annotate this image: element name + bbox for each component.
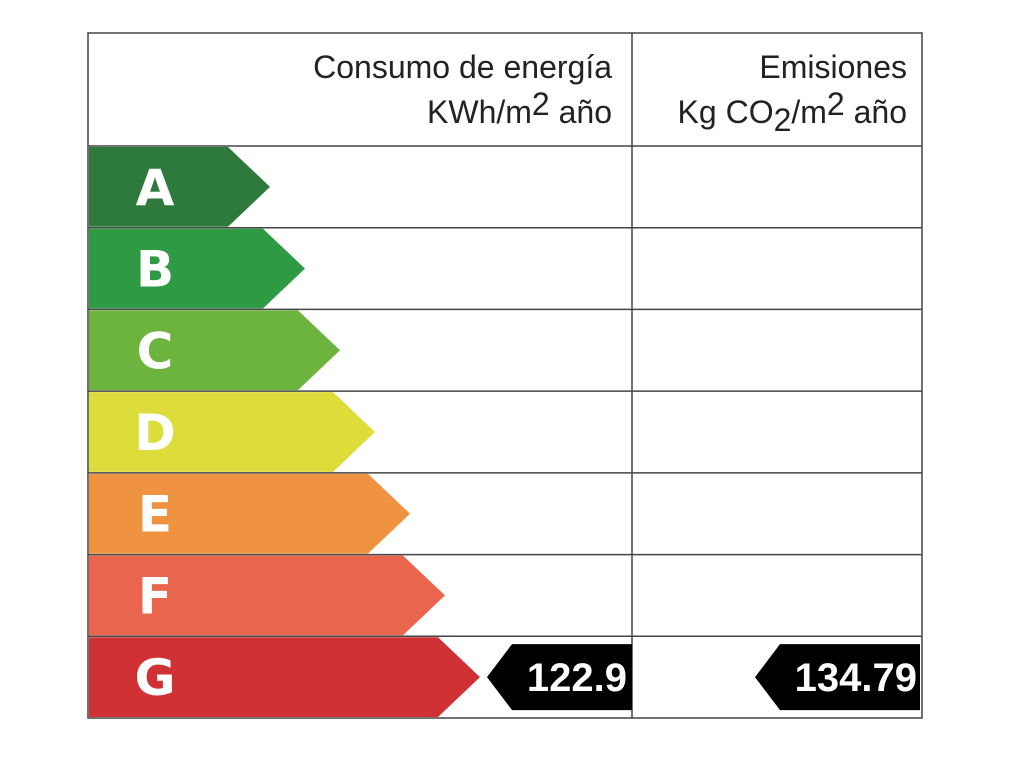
class-letter: F [138, 567, 172, 625]
class-arrow [89, 228, 305, 309]
rating-pointer [755, 644, 920, 711]
class-letter: G [134, 649, 175, 707]
table-border [87, 32, 923, 719]
class-letter: E [138, 486, 172, 544]
class-arrow [89, 637, 480, 717]
class-arrow [89, 147, 270, 227]
unit-part: 2 [774, 102, 792, 138]
class-arrow [89, 392, 375, 472]
unit-part: 2 [532, 86, 550, 122]
class-letter: D [134, 404, 176, 462]
unit-part: /m [791, 94, 827, 130]
class-letter: C [137, 322, 174, 380]
rating-pointer [487, 644, 632, 711]
class-arrow [89, 555, 445, 636]
emissions-title: Emisiones [759, 49, 907, 85]
unit-part: Kg CO [678, 94, 774, 130]
class-arrow [89, 310, 340, 391]
consumption-title: Consumo de energía [313, 49, 612, 85]
emissions-value: 134.79 [795, 656, 917, 700]
emissions-unit: Kg CO2/m2 año [678, 86, 907, 138]
consumption-unit: KWh/m2 año [427, 86, 612, 130]
class-letter: A [136, 159, 175, 217]
class-letter: B [136, 241, 174, 299]
class-arrow [89, 473, 410, 554]
consumption-value: 122.9 [527, 656, 627, 700]
unit-part: KWh/m [427, 94, 532, 130]
unit-part: año [550, 94, 612, 130]
unit-part: año [845, 94, 907, 130]
unit-part: 2 [827, 86, 845, 122]
